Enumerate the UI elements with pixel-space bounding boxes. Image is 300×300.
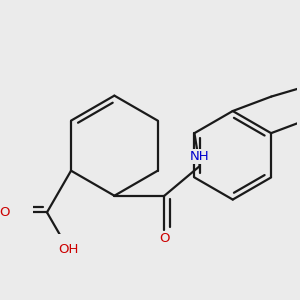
Text: O: O — [0, 206, 10, 219]
Text: NH: NH — [190, 150, 210, 163]
Text: OH: OH — [58, 243, 78, 256]
Text: O: O — [159, 232, 170, 244]
